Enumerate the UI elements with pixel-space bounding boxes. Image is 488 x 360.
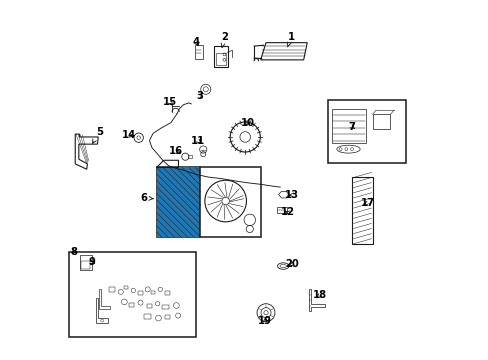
Bar bbox=[214, 46, 227, 67]
Text: 15: 15 bbox=[163, 97, 177, 107]
Bar bbox=[276, 207, 286, 213]
Bar bbox=[108, 287, 115, 292]
Bar bbox=[151, 291, 155, 294]
Text: 14: 14 bbox=[122, 130, 136, 140]
Bar bbox=[327, 100, 405, 163]
Text: 13: 13 bbox=[285, 190, 299, 200]
Bar bbox=[146, 304, 152, 309]
Bar bbox=[195, 45, 203, 59]
Bar bbox=[331, 109, 366, 143]
Text: 9: 9 bbox=[88, 257, 95, 267]
Bar bbox=[156, 167, 200, 237]
Text: 11: 11 bbox=[190, 136, 204, 145]
Bar bbox=[372, 114, 389, 129]
Text: 18: 18 bbox=[312, 291, 326, 301]
Text: 1: 1 bbox=[286, 32, 294, 47]
Bar bbox=[200, 167, 260, 237]
Bar bbox=[124, 286, 128, 289]
Bar bbox=[164, 315, 170, 319]
Text: 5: 5 bbox=[92, 127, 102, 143]
Text: 12: 12 bbox=[280, 207, 294, 217]
Text: 2: 2 bbox=[221, 32, 228, 48]
Bar bbox=[81, 261, 90, 269]
Text: 19: 19 bbox=[258, 316, 272, 325]
Text: 8: 8 bbox=[70, 247, 78, 257]
Bar bbox=[129, 303, 134, 307]
Text: 10: 10 bbox=[241, 118, 255, 128]
Bar bbox=[351, 177, 372, 244]
Text: 3: 3 bbox=[196, 91, 203, 101]
Text: 16: 16 bbox=[169, 146, 183, 156]
Text: 17: 17 bbox=[360, 198, 374, 208]
Bar bbox=[144, 314, 151, 319]
Bar bbox=[69, 252, 196, 337]
Bar bbox=[138, 291, 143, 295]
Bar bbox=[215, 53, 225, 65]
Bar bbox=[156, 167, 200, 237]
Bar bbox=[188, 155, 191, 158]
Text: 4: 4 bbox=[192, 37, 199, 47]
Bar bbox=[162, 305, 169, 310]
Text: 7: 7 bbox=[348, 122, 355, 132]
Bar bbox=[164, 291, 169, 295]
Bar bbox=[80, 255, 92, 270]
Text: 20: 20 bbox=[285, 259, 299, 269]
Text: 6: 6 bbox=[141, 193, 153, 203]
